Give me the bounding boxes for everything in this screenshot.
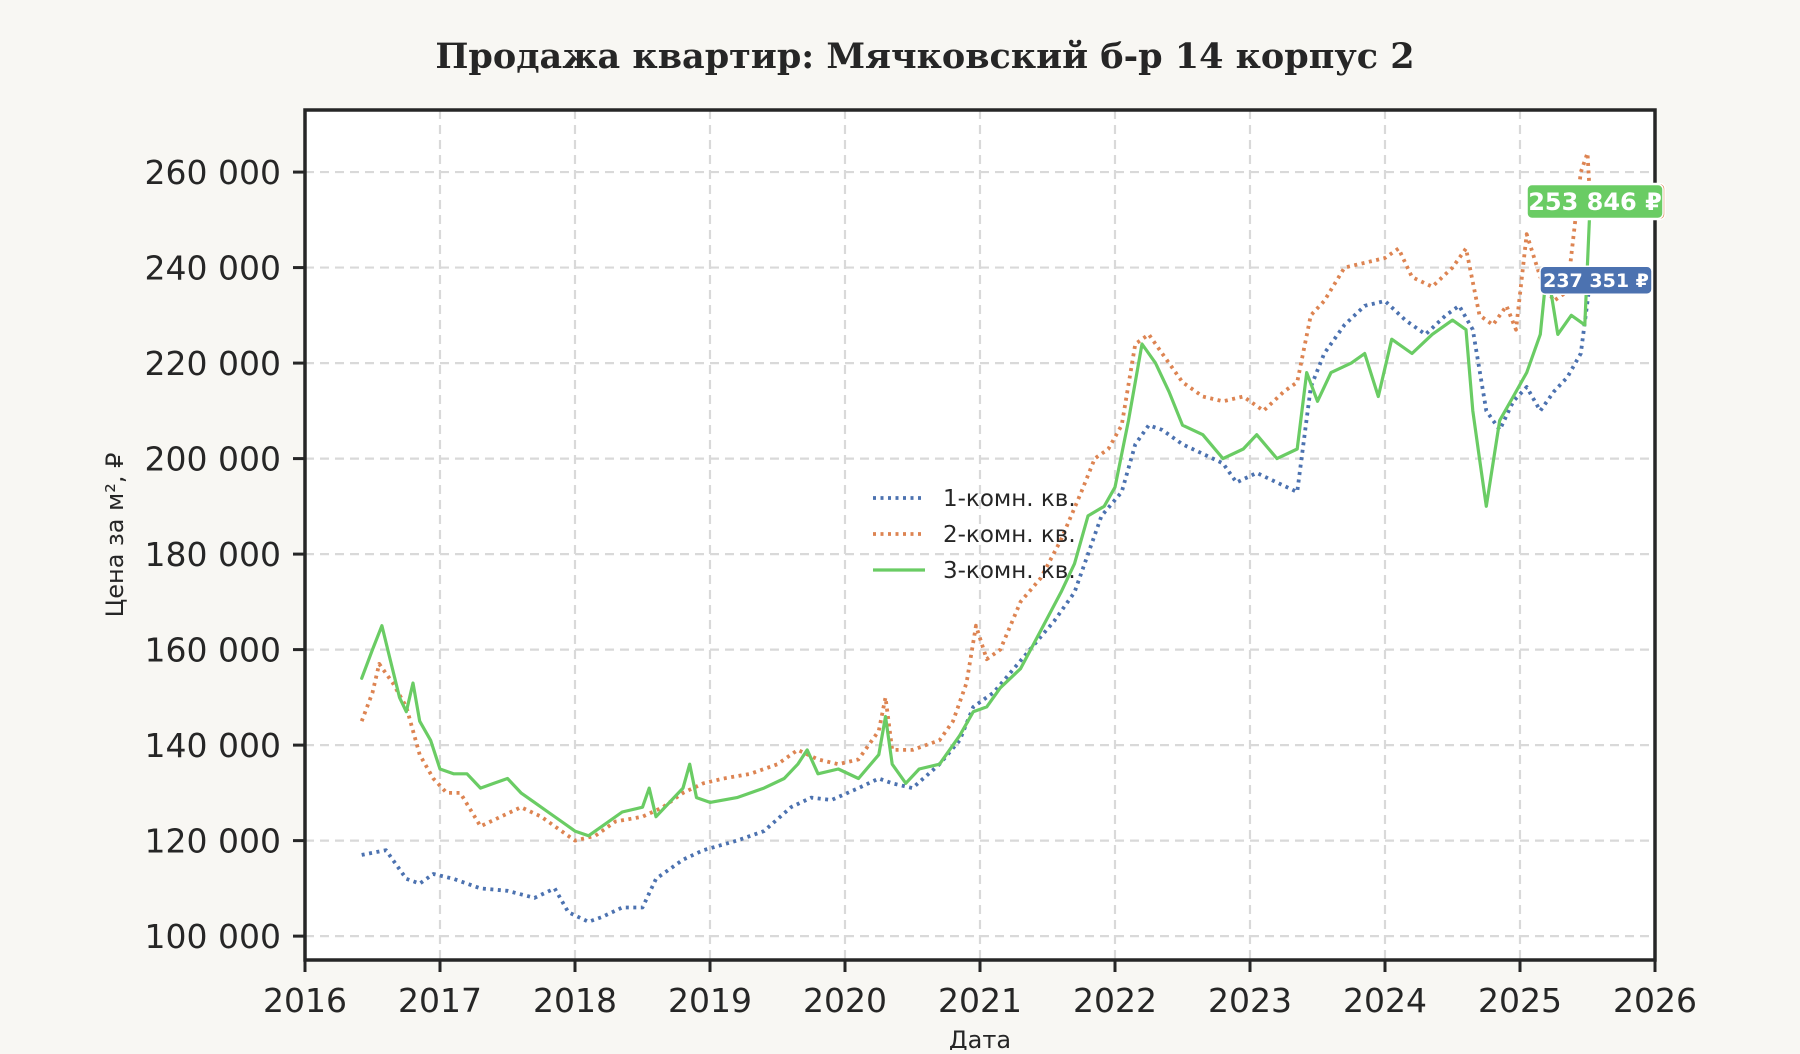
x-tick-label: 2026 xyxy=(1613,981,1697,1020)
badge-background xyxy=(1526,183,1664,220)
y-axis-label: Цена за м², ₽ xyxy=(101,453,129,618)
last-value-badge: 237 351 ₽ xyxy=(1539,265,1653,295)
badge-text: 253 846 ₽ xyxy=(1528,188,1662,216)
y-tick-label: 200 000 xyxy=(145,440,281,479)
legend-label: 2-комн. кв. xyxy=(943,522,1076,548)
series-line xyxy=(361,279,1593,924)
y-tick-label: 240 000 xyxy=(145,249,281,288)
x-tick-label: 2025 xyxy=(1478,981,1562,1020)
series-line xyxy=(360,199,1592,838)
badge-background xyxy=(1539,265,1653,295)
series-line xyxy=(359,151,1593,843)
x-tick-label: 2023 xyxy=(1208,981,1292,1020)
last-value-badge: 253 846 ₽ xyxy=(1526,183,1664,220)
series-layer xyxy=(359,151,1593,924)
last-value-badges: 253 846 ₽253 846 ₽237 351 ₽ xyxy=(1526,182,1666,295)
legend-label: 3-комн. кв. xyxy=(943,558,1076,584)
y-tick-label: 100 000 xyxy=(145,917,281,956)
legend-entry: 3-комн. кв. xyxy=(873,558,1076,584)
x-tick-label: 2016 xyxy=(263,981,347,1020)
legend-entry: 2-комн. кв. xyxy=(873,522,1076,548)
y-tick-label: 180 000 xyxy=(145,535,281,574)
series-1 xyxy=(361,279,1593,924)
y-tick-label: 220 000 xyxy=(145,344,281,383)
y-tick-label: 140 000 xyxy=(145,726,281,765)
legend-entry: 1-комн. кв. xyxy=(873,486,1076,512)
series-3 xyxy=(360,199,1592,838)
legend-label: 1-комн. кв. xyxy=(943,486,1076,512)
x-tick-label: 2017 xyxy=(398,981,482,1020)
y-tick-label: 160 000 xyxy=(145,631,281,670)
x-tick-label: 2018 xyxy=(533,981,617,1020)
legend: 1-комн. кв. 2-комн. кв. 3-комн. кв. xyxy=(873,486,1076,584)
axis-ticks: 2016 2017 2018 2019 2020 2021 2022 2023 2024 2025… xyxy=(145,153,1697,1020)
series-2 xyxy=(359,151,1593,843)
x-tick-label: 2022 xyxy=(1073,981,1157,1020)
x-tick-label: 2021 xyxy=(938,981,1022,1020)
y-tick-label: 120 000 xyxy=(145,822,281,861)
x-tick-label: 2020 xyxy=(803,981,887,1020)
badge-text: 237 351 ₽ xyxy=(1543,270,1649,292)
x-tick-label: 2019 xyxy=(668,981,752,1020)
x-axis-label: Дата xyxy=(949,1026,1011,1050)
y-tick-label: 260 000 xyxy=(145,153,281,192)
x-tick-label: 2024 xyxy=(1343,981,1427,1020)
chart-title: Продажа квартир: Мячковский б-р 14 корпу… xyxy=(435,36,1414,77)
